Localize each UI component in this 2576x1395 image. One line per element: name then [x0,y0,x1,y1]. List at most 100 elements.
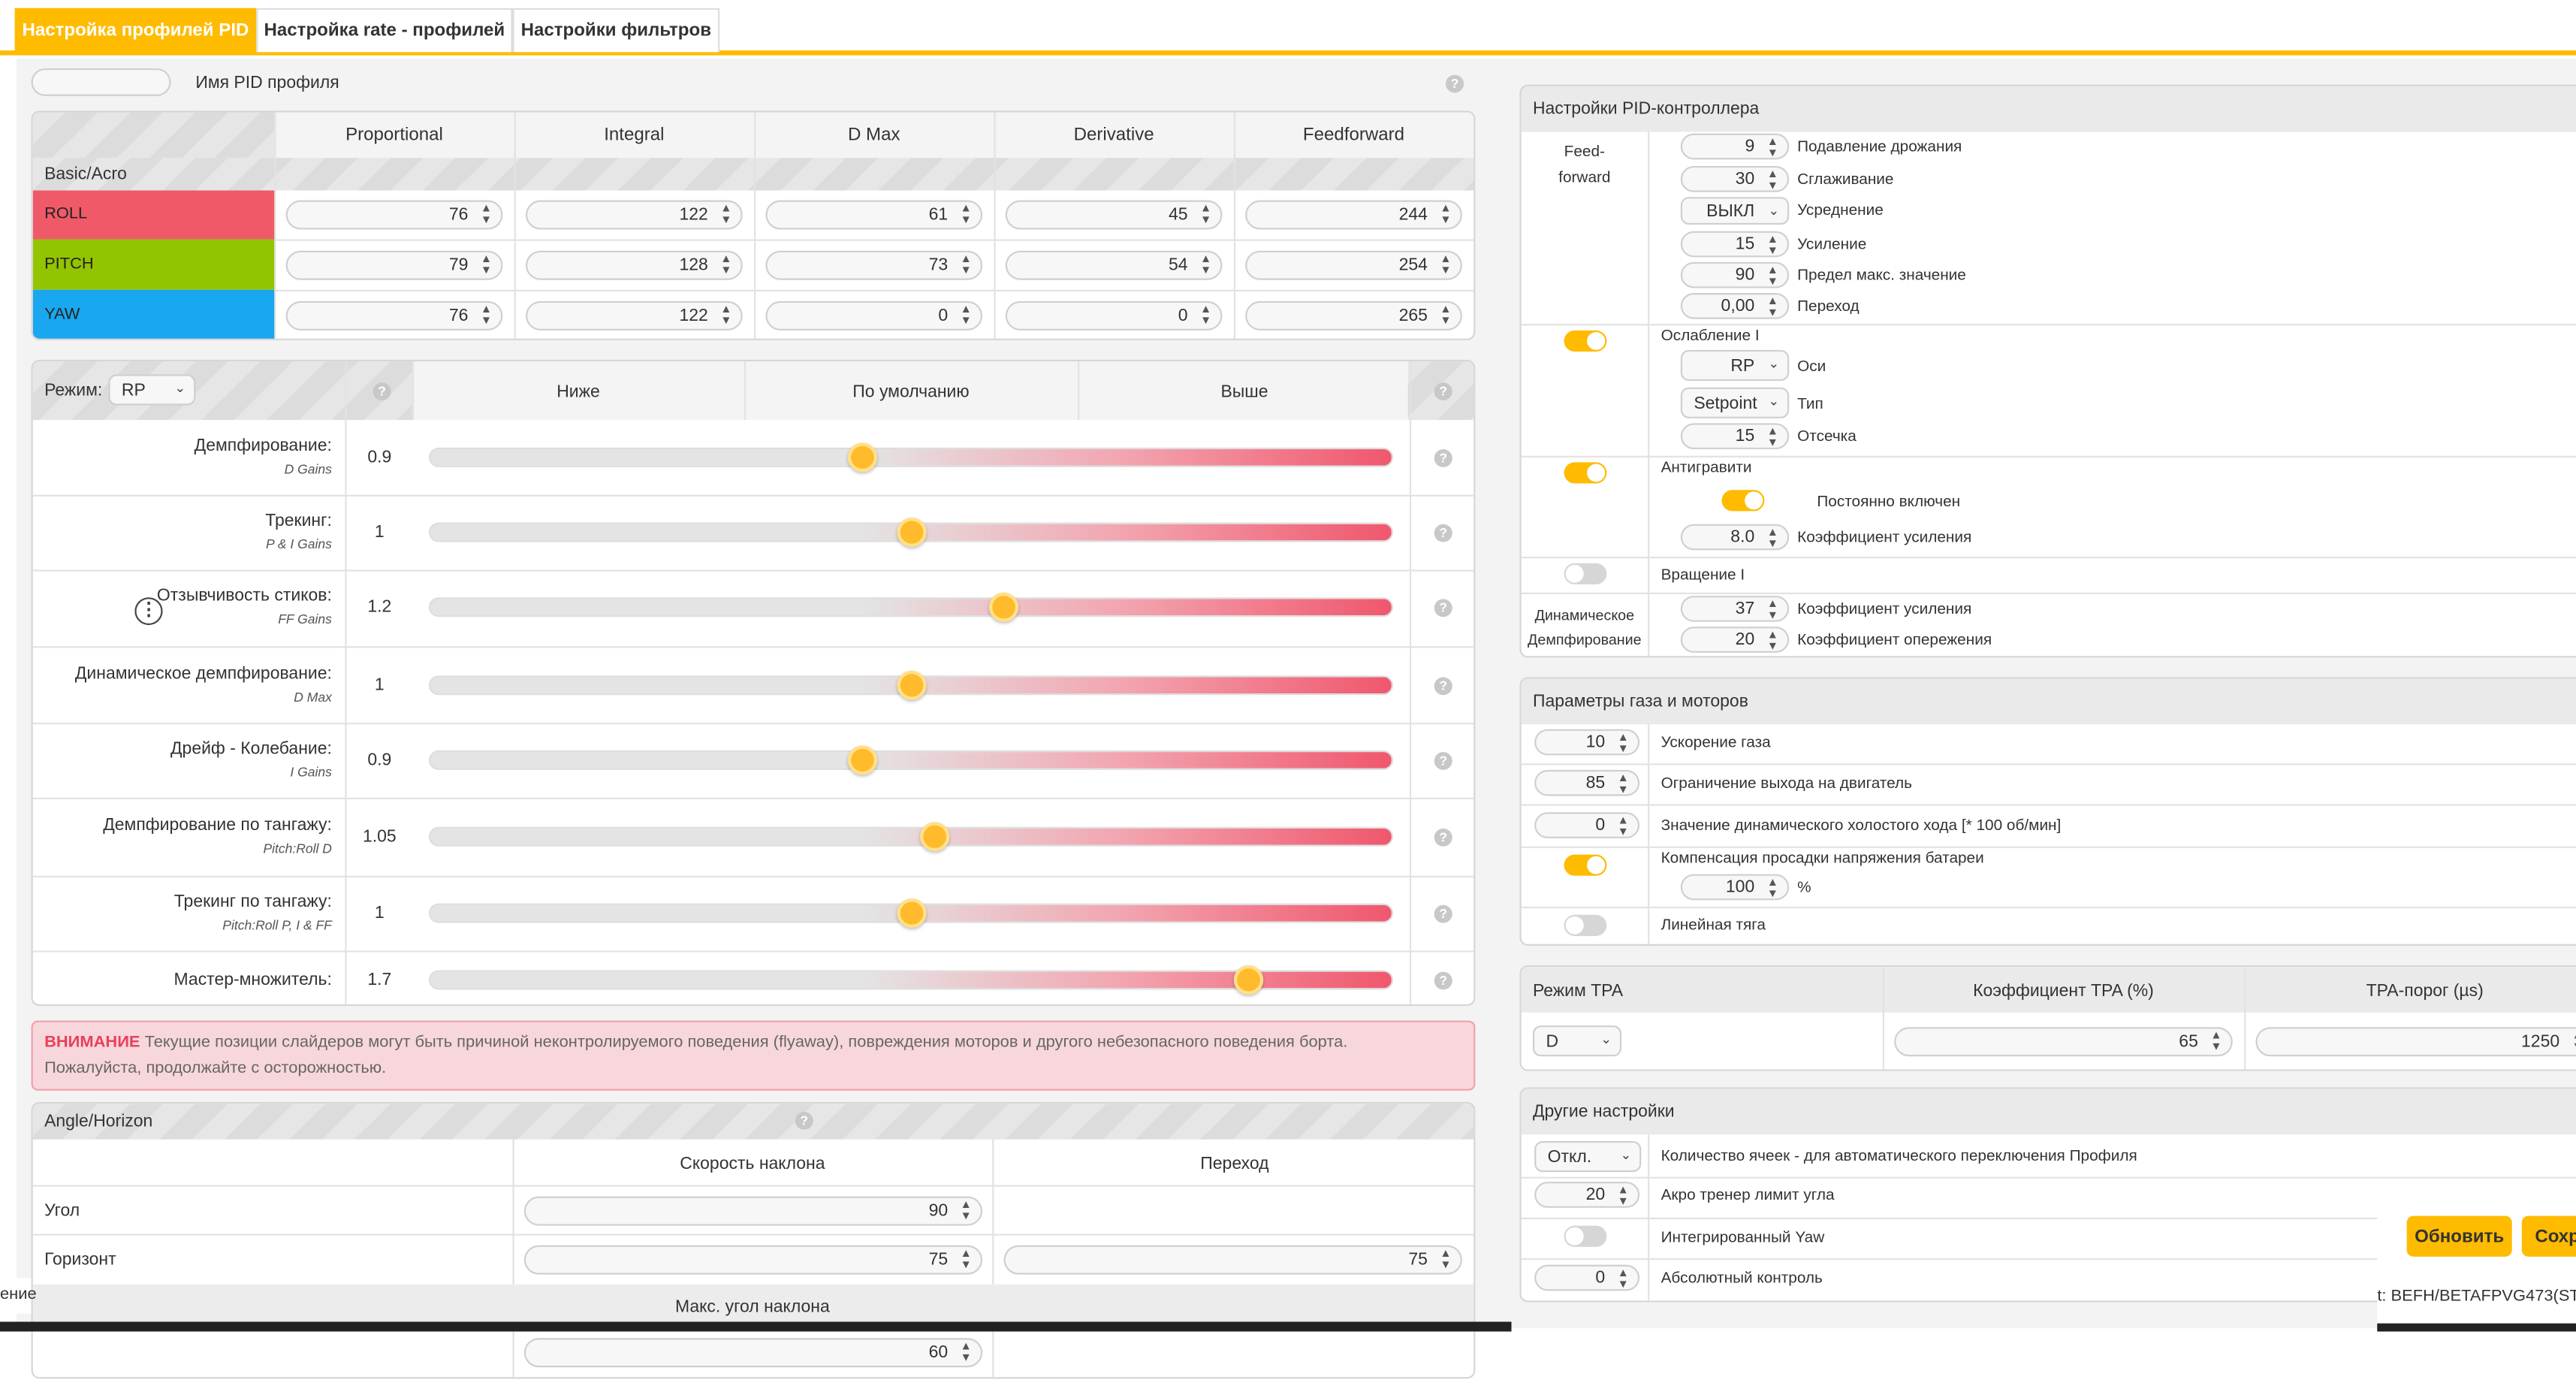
slider-handle[interactable] [920,822,950,852]
slider-handle[interactable] [848,442,878,473]
help-icon[interactable]: ? [1434,971,1452,989]
integrated-yaw-toggle[interactable] [1564,1225,1607,1247]
slider-handle[interactable] [896,669,926,699]
slider-handle[interactable] [848,745,878,775]
thrust-linear-toggle[interactable] [1564,914,1607,936]
spinner-icon[interactable]: ▲▼ [1200,304,1212,328]
spinner-icon[interactable]: ▲▼ [960,1341,972,1364]
refresh-button[interactable]: Обновить [2406,1215,2512,1257]
horizon-transition-input[interactable]: 75 ▲ ▼ [1003,1245,1462,1275]
roll-i-input[interactable]: 122 ▲ ▼ [526,200,743,230]
spinner-icon[interactable]: ▲▼ [1766,234,1778,258]
help-icon[interactable]: ? [1434,599,1452,617]
tpa-mode-select[interactable]: D ⌄ [1532,1025,1622,1057]
save-button[interactable]: Сохр [2521,1215,2576,1257]
slider-track[interactable] [428,750,1393,770]
spinner-icon[interactable]: ▲▼ [2210,1030,2222,1053]
help-icon[interactable]: ? [373,382,391,401]
spinner-icon[interactable]: ▲▼ [480,304,493,328]
dyn-damping-gain-input[interactable]: 37 ▲ ▼ [1680,596,1790,622]
mode-select[interactable]: RP ⌄ [108,374,196,406]
help-icon[interactable]: ? [795,1111,813,1130]
slider-track[interactable] [428,969,1393,989]
help-icon[interactable]: ? [1434,828,1452,847]
max-angle-input[interactable]: 60 ▲ ▼ [523,1338,983,1368]
spinner-icon[interactable]: ▲▼ [1766,296,1778,319]
iterm-cutoff-input[interactable]: 15 ▲ ▼ [1680,423,1790,450]
irotation-toggle[interactable] [1564,563,1607,584]
spinner-icon[interactable]: ▲▼ [1617,1267,1629,1291]
spinner-icon[interactable]: ▲▼ [720,304,732,328]
ff-input[interactable]: 30 ▲ ▼ [1680,166,1790,192]
vbat-sag-input[interactable]: 100 ▲ ▼ [1680,874,1790,901]
help-icon[interactable]: ? [1446,74,1464,93]
spinner-icon[interactable]: ▲▼ [960,1248,972,1272]
absolute-control-input[interactable]: 0 ▲ ▼ [1534,1264,1640,1291]
tab-pid-profiles[interactable]: Настройка профилей PID [14,8,257,53]
spinner-icon[interactable]: ▲▼ [1617,732,1629,756]
tab-rate-profiles[interactable]: Настройка rate - профилей [256,8,513,53]
motor-limit-input[interactable]: 85 ▲ ▼ [1534,769,1640,796]
roll-d-input[interactable]: 45 ▲ ▼ [1005,200,1223,230]
iterm-type-select[interactable]: Setpoint ⌄ [1680,387,1790,418]
spinner-icon[interactable]: ▲▼ [1617,773,1629,796]
ff-averaging-select[interactable]: ВЫКЛ ⌄ [1680,197,1790,225]
pitch-ff-input[interactable]: 254 ▲ ▼ [1245,250,1462,280]
horizon-rate-input[interactable]: 75 ▲ ▼ [523,1245,983,1275]
yaw-d-input[interactable]: 0 ▲ ▼ [1005,300,1223,331]
ff-input[interactable]: 0,00 ▲ ▼ [1680,293,1790,319]
slider-track[interactable] [428,597,1393,617]
slider-track[interactable] [428,447,1393,467]
spinner-icon[interactable]: ▲▼ [1200,203,1212,227]
help-icon[interactable]: ? [1434,904,1452,923]
pitch-p-input[interactable]: 79 ▲ ▼ [285,250,503,280]
spinner-icon[interactable]: ▲▼ [1440,1248,1452,1272]
spinner-icon[interactable]: ▲▼ [720,254,732,277]
pitch-d-input[interactable]: 54 ▲ ▼ [1005,250,1223,280]
pitch-i-input[interactable]: 128 ▲ ▼ [526,250,743,280]
spinner-icon[interactable]: ▲▼ [960,254,972,277]
spinner-icon[interactable]: ▲▼ [1617,1185,1629,1208]
roll-ff-input[interactable]: 244 ▲ ▼ [1245,200,1462,230]
yaw-p-input[interactable]: 76 ▲ ▼ [285,300,503,331]
spinner-icon[interactable]: ▲▼ [1766,599,1778,622]
spinner-icon[interactable]: ▲▼ [1766,877,1778,901]
iterm-axes-select[interactable]: RP ⌄ [1680,349,1790,382]
spinner-icon[interactable]: ▲▼ [1766,527,1778,551]
antigravity-toggle[interactable] [1564,462,1607,484]
spinner-icon[interactable]: ▲▼ [1200,254,1212,277]
help-icon[interactable]: ? [1434,676,1452,695]
ff-input[interactable]: 9 ▲ ▼ [1680,133,1790,160]
spinner-icon[interactable]: ▲▼ [960,203,972,227]
spinner-icon[interactable]: ▲▼ [480,203,493,227]
slider-track[interactable] [428,826,1393,847]
help-icon[interactable]: ? [1434,752,1452,770]
tpa-breakpoint-input[interactable]: 1250▲▼ [2255,1027,2576,1057]
ff-input[interactable]: 90 ▲ ▼ [1680,261,1790,288]
spinner-icon[interactable]: ▲▼ [1766,265,1778,288]
spinner-icon[interactable]: ▲▼ [1766,137,1778,160]
help-icon[interactable]: ? [1434,449,1452,467]
throttle-boost-input[interactable]: 10 ▲ ▼ [1534,729,1640,756]
spinner-icon[interactable]: ▲▼ [1617,815,1629,838]
spinner-icon[interactable]: ▲▼ [1440,203,1452,227]
vbat-sag-toggle[interactable] [1564,854,1607,876]
slider-handle[interactable] [989,592,1020,622]
spinner-icon[interactable]: ▲▼ [2571,1031,2576,1053]
pitch-dmax-input[interactable]: 73 ▲ ▼ [765,250,983,280]
roll-p-input[interactable]: 76 ▲ ▼ [285,200,503,230]
slider-handle[interactable] [896,518,926,548]
spinner-icon[interactable]: ▲▼ [1766,630,1778,653]
cell-count-select[interactable]: Откл. ⌄ [1534,1140,1642,1173]
angle-rate-input[interactable]: 90 ▲ ▼ [523,1196,983,1226]
spinner-icon[interactable]: ▲▼ [1440,254,1452,277]
yaw-ff-input[interactable]: 265 ▲ ▼ [1245,300,1462,331]
slider-handle[interactable] [896,898,926,928]
drag-handle-icon[interactable]: ⋮ [134,597,163,626]
spinner-icon[interactable]: ▲▼ [1766,169,1778,192]
antigravity-gain-input[interactable]: 8.0 ▲ ▼ [1680,524,1790,551]
spinner-icon[interactable]: ▲▼ [720,203,732,227]
tab-filter-settings[interactable]: Настройки фильтров [512,8,720,53]
tpa-rate-input[interactable]: 65 ▲ ▼ [1894,1027,2233,1057]
acro-trainer-input[interactable]: 20 ▲ ▼ [1534,1182,1640,1208]
